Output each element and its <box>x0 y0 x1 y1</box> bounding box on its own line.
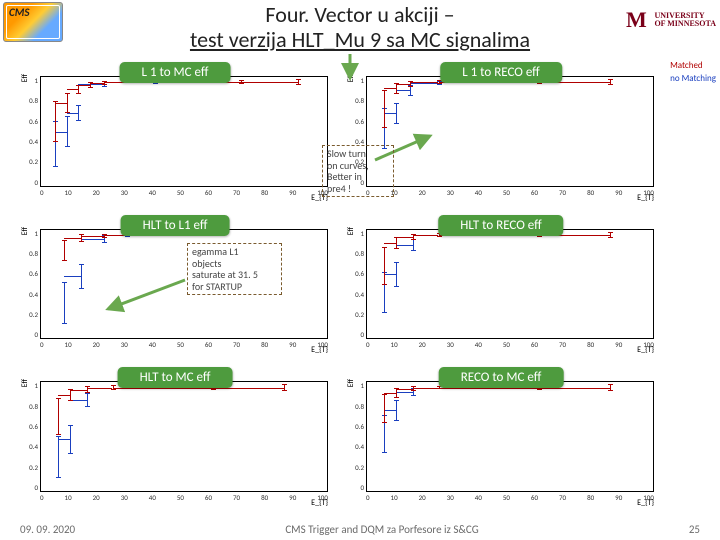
x-ticks: 0102030405060708090100 <box>366 493 654 502</box>
panel-p5: RECO to MC effEff00.20.40.60.81010203040… <box>344 365 658 510</box>
note-egamma: egamma L1 objects saturate at 31. 5 for … <box>187 243 282 295</box>
legend: Matched no Matching <box>670 60 716 85</box>
footer-date: 09. 09. 2020 <box>20 523 75 536</box>
panel-p3: HLT to RECO effEff00.20.40.60.8101020304… <box>344 213 658 358</box>
panel-title: RECO to MC eff <box>439 367 564 388</box>
y-ticks: 00.20.40.60.81 <box>350 381 364 492</box>
university-logo: M UNIVERSITYOF MINNESOTA <box>622 6 716 34</box>
plot-frame <box>366 381 654 492</box>
legend-nomatch: no Matching <box>670 73 716 86</box>
series <box>367 382 653 491</box>
arrow-egamma-icon <box>100 275 190 315</box>
x-ticks: 0102030405060708090100 <box>366 188 654 197</box>
x-axis-label: E_{T} <box>311 498 328 508</box>
cms-logo-text: CMS <box>9 6 29 19</box>
y-ticks: 00.20.40.60.81 <box>350 229 364 340</box>
series <box>41 77 327 186</box>
note-slow-turn: Slow turn on curves, Better in pre4 ! <box>322 145 394 197</box>
panel-p4: HLT to MC effEff00.20.40.60.810102030405… <box>18 365 332 510</box>
x-ticks: 0102030405060708090100 <box>40 493 328 502</box>
arrow-title-down-icon <box>330 52 370 82</box>
plot-frame <box>366 229 654 340</box>
footer-page: 25 <box>689 523 700 536</box>
x-ticks: 0102030405060708090100 <box>40 340 328 349</box>
legend-matched: Matched <box>670 60 716 73</box>
y-ticks: 00.20.40.60.81 <box>24 76 38 187</box>
series <box>41 382 327 491</box>
title-line-2: test verzija HLT_Mu 9 sa MC signalima <box>190 26 530 53</box>
panel-title: L 1 to RECO eff <box>440 62 562 83</box>
footer: 09. 09. 2020 CMS Trigger and DQM za Porf… <box>0 523 720 536</box>
x-axis-label: E_{T} <box>311 345 328 355</box>
panel-title: L 1 to MC eff <box>120 62 231 83</box>
panel-title: HLT to RECO eff <box>438 215 563 236</box>
panel-p0: L 1 to MC effEff00.20.40.60.810102030405… <box>18 60 332 205</box>
plot-frame <box>40 381 328 492</box>
panel-title: HLT to L1 eff <box>121 215 230 236</box>
um-text: UNIVERSITYOF MINNESOTA <box>654 12 716 29</box>
page-title: Four. Vector u akciji – test verzija HLT… <box>0 0 720 53</box>
y-ticks: 00.20.40.60.81 <box>24 229 38 340</box>
x-axis-label: E_{T} <box>637 345 654 355</box>
series <box>367 230 653 339</box>
panel-title: HLT to MC eff <box>118 367 233 388</box>
x-ticks: 0102030405060708090100 <box>366 340 654 349</box>
x-ticks: 0102030405060708090100 <box>40 188 328 197</box>
x-axis-label: E_{T} <box>637 498 654 508</box>
cms-logo-icon: CMS <box>3 2 63 42</box>
x-axis-label: E_{T} <box>637 193 654 203</box>
title-line-1: Four. Vector u akciji – <box>265 1 454 28</box>
plot-frame <box>40 76 328 187</box>
um-m-icon: M <box>622 6 650 34</box>
footer-center: CMS Trigger and DQM za Porfesore iz S&CG <box>285 523 478 536</box>
header: CMS Four. Vector u akciji – test verzija… <box>0 0 720 58</box>
y-ticks: 00.20.40.60.81 <box>24 381 38 492</box>
